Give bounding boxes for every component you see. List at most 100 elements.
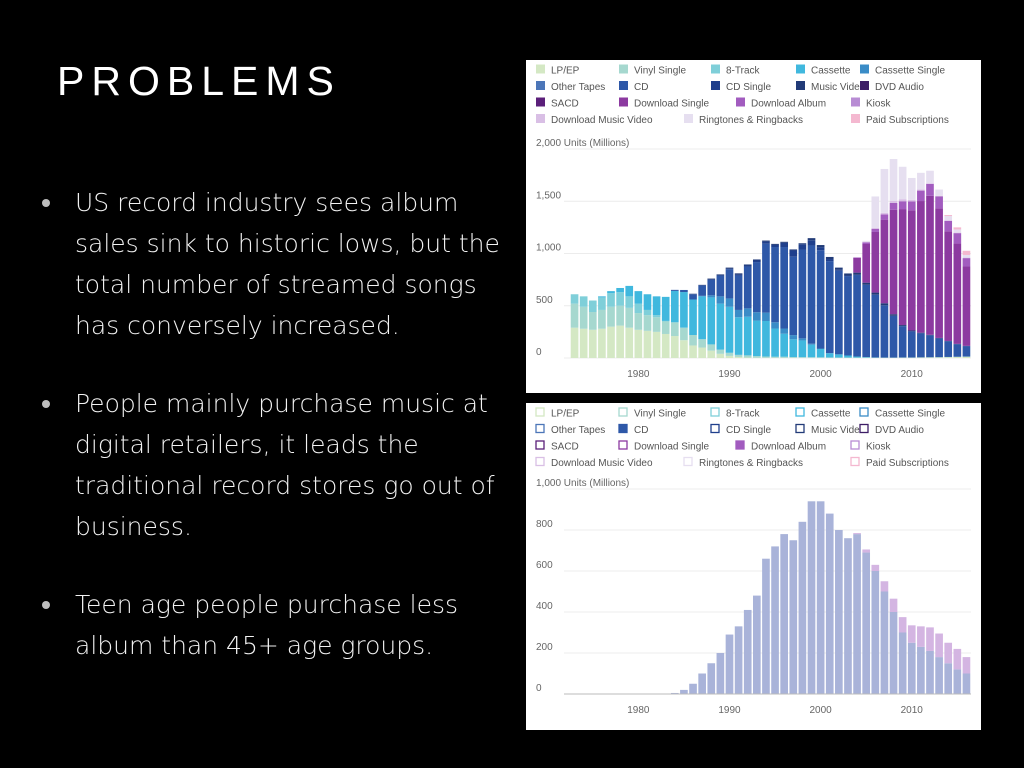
legend-item-cd-single[interactable]: CD Single — [711, 81, 771, 93]
bar-music-video-2007 — [880, 303, 889, 306]
legend-label: DVD Audio — [875, 82, 924, 93]
bar-vinyl-single-1984 — [670, 322, 679, 337]
legend-item-kiosk[interactable]: Kiosk — [851, 97, 891, 110]
bar-cassette-1987 — [698, 296, 706, 340]
bar-vinyl-single-1986 — [689, 335, 697, 346]
bar-cd-2014 — [944, 663, 953, 694]
legend-item-cassette-single[interactable]: Cassette Single — [859, 407, 945, 420]
bar-ringtones-ringbacks-2012 — [926, 170, 934, 184]
bar-download-album-2005 — [862, 549, 871, 553]
bar-cassette-single-1987 — [698, 295, 706, 297]
bar-lp-ep-2015 — [953, 356, 962, 358]
legend-item-cd-single[interactable]: CD Single — [710, 423, 771, 437]
legend-item-vinyl-single[interactable]: Vinyl Single — [619, 64, 687, 77]
bar-cassette-1998 — [798, 340, 807, 358]
bar-vinyl-single-1973 — [570, 303, 579, 328]
bar-download-music-video-2011 — [917, 189, 925, 191]
bar-music-video-1994 — [762, 240, 770, 242]
legend-item-music-video[interactable]: Music Video — [796, 81, 866, 93]
bar-cd-1998 — [798, 521, 807, 694]
legend-item-sacd[interactable]: SACD — [535, 440, 579, 453]
legend-swatch — [710, 407, 720, 417]
legend-item-ringtones-ringbacks[interactable]: Ringtones & Ringbacks — [683, 456, 803, 470]
bar-8-track-1974 — [579, 296, 588, 307]
bar-cd-1996 — [780, 247, 788, 329]
legend-item-kiosk[interactable]: Kiosk — [850, 440, 891, 453]
bullet-dot — [42, 601, 50, 609]
legend-item-sacd[interactable]: SACD — [536, 97, 579, 110]
legend-swatch — [711, 64, 720, 74]
bar-cassette-1981 — [643, 294, 652, 310]
legend-item-dvd-audio[interactable]: DVD Audio — [860, 81, 924, 93]
legend-swatch — [735, 440, 745, 450]
bar-cd-single-1991 — [734, 274, 743, 276]
y-tick-label: 2,000 Units (Millions) — [536, 138, 629, 149]
legend-label: SACD — [551, 442, 579, 453]
legend-item-cd[interactable]: CD — [618, 423, 648, 437]
bar-lp-ep-1989 — [716, 353, 725, 358]
bar-lp-ep-1980 — [634, 329, 643, 358]
legend-item-music-video[interactable]: Music Video — [795, 423, 866, 437]
bar-download-music-video-2013 — [935, 195, 943, 197]
chart-svg: LP/EP Vinyl Single 8-Track Cassette Cassette… — [535, 407, 971, 716]
legend-item-paid-subscriptions[interactable]: Paid Subscriptions — [851, 114, 949, 126]
bar-8-track-1982 — [652, 315, 661, 318]
legend-item-dvd-audio[interactable]: DVD Audio — [859, 423, 924, 437]
bar-lp-ep-1987 — [698, 347, 706, 358]
legend-item-other-tapes[interactable]: Other Tapes — [535, 423, 605, 437]
legend-label: Other Tapes — [551, 425, 605, 436]
legend-item-download-single[interactable]: Download Single — [619, 97, 709, 110]
legend-item-other-tapes[interactable]: Other Tapes — [536, 81, 605, 93]
bar-lp-ep-1985 — [680, 340, 688, 358]
legend-item-cassette[interactable]: Cassette — [795, 407, 851, 420]
bar-cassette-2003 — [844, 355, 852, 358]
legend-item-download-music-video[interactable]: Download Music Video — [536, 114, 653, 126]
bar-download-music-video-2010 — [907, 199, 916, 202]
bar-download-music-video-2012 — [926, 183, 934, 184]
y-tick-label: 0 — [536, 347, 542, 358]
legend-swatch — [683, 456, 693, 467]
legend-item-download-album[interactable]: Download Album — [735, 440, 826, 453]
bar-vinyl-single-1990 — [725, 352, 734, 356]
legend-item-download-music-video[interactable]: Download Music Video — [535, 456, 653, 470]
legend-item-lp-ep[interactable]: LP/EP — [535, 407, 580, 420]
legend-swatch — [536, 81, 545, 90]
bar-cd-single-1998 — [798, 244, 807, 250]
legend: LP/EP Vinyl Single 8-Track Cassette Cassette… — [536, 64, 949, 126]
bars — [670, 501, 971, 694]
legend-item-cassette[interactable]: Cassette — [796, 64, 851, 77]
bar-download-album-2015 — [953, 233, 962, 244]
legend-item-8-track[interactable]: 8-Track — [711, 64, 761, 77]
legend-item-ringtones-ringbacks[interactable]: Ringtones & Ringbacks — [684, 114, 803, 126]
legend-item-paid-subscriptions[interactable]: Paid Subscriptions — [850, 456, 949, 470]
bar-vinyl-single-1991 — [734, 354, 743, 357]
bar-music-video-2012 — [926, 334, 934, 336]
legend-item-download-single[interactable]: Download Single — [618, 440, 709, 453]
legend-item-8-track[interactable]: 8-Track — [710, 407, 761, 420]
bar-vinyl-single-1989 — [716, 349, 725, 354]
bar-cd-2011 — [917, 646, 925, 694]
legend-swatch — [711, 81, 720, 90]
bar-lp-ep-1990 — [725, 355, 734, 358]
bar-cd-1997 — [789, 540, 798, 694]
bar-download-single-2013 — [935, 208, 943, 338]
legend-item-vinyl-single[interactable]: Vinyl Single — [618, 407, 687, 420]
bar-cd-single-1992 — [743, 265, 752, 267]
legend-swatch — [795, 407, 805, 417]
legend-item-lp-ep[interactable]: LP/EP — [536, 64, 580, 77]
legend: LP/EP Vinyl Single 8-Track Cassette Cassette… — [535, 407, 949, 470]
y-tick-label: 400 — [536, 601, 553, 612]
bar-download-music-video-2016 — [962, 257, 971, 259]
legend-item-cassette-single[interactable]: Cassette Single — [860, 64, 945, 77]
legend-label: Kiosk — [866, 99, 891, 110]
bar-cassette-single-1992 — [743, 308, 752, 317]
legend-item-download-album[interactable]: Download Album — [736, 97, 826, 110]
legend-item-cd[interactable]: CD — [619, 81, 648, 93]
bar-cd-2012 — [926, 335, 934, 358]
bar-cd-1992 — [743, 266, 752, 309]
bar-cassette-1982 — [652, 296, 661, 316]
legend-label: Download Music Video — [551, 458, 653, 469]
bar-cd-2004 — [853, 534, 861, 694]
bar-cassette-single-2000 — [816, 348, 825, 350]
bar-cassette-1986 — [689, 299, 697, 336]
